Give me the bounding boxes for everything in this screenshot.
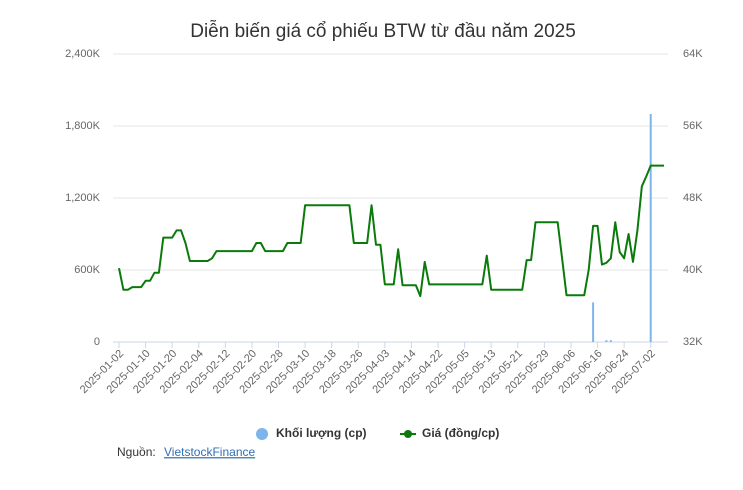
legend-label: Giá (đồng/cp) [422,426,499,440]
y2-tick-label: 64K [683,48,703,60]
volume-bar [605,340,608,342]
legend-label: Khối lượng (cp) [276,426,367,440]
y-tick-label: 1,200K [65,192,101,204]
chart-title: Diễn biến giá cổ phiếu BTW từ đầu năm 20… [190,20,576,42]
legend-symbol [404,430,412,438]
y2-tick-label: 40K [683,264,703,276]
y-tick-label: 1,800K [65,120,101,132]
y2-tick-label: 56K [683,120,703,132]
price-line [118,164,664,298]
source-link[interactable]: VietstockFinance [164,445,255,459]
volume-bar [649,114,652,342]
y-tick-label: 600K [74,264,100,276]
y2-tick-label: 48K [683,192,703,204]
volume-bar [592,302,595,342]
y-tick-label: 0 [94,336,100,348]
y2-tick-label: 32K [683,336,703,348]
legend-symbol [256,428,268,440]
y-tick-label: 2,400K [65,48,101,60]
volume-bar [609,340,612,342]
source-label: Nguồn: [117,445,156,459]
